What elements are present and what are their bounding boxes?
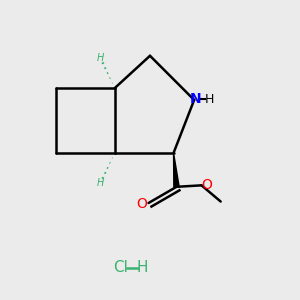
Text: H: H xyxy=(97,53,104,63)
Text: H: H xyxy=(137,260,148,275)
Text: O: O xyxy=(201,178,212,192)
Text: H: H xyxy=(97,178,104,188)
Text: H: H xyxy=(205,93,214,106)
Text: Cl: Cl xyxy=(113,260,128,275)
Text: O: O xyxy=(136,197,148,212)
Text: N: N xyxy=(190,92,201,106)
Polygon shape xyxy=(174,153,179,187)
